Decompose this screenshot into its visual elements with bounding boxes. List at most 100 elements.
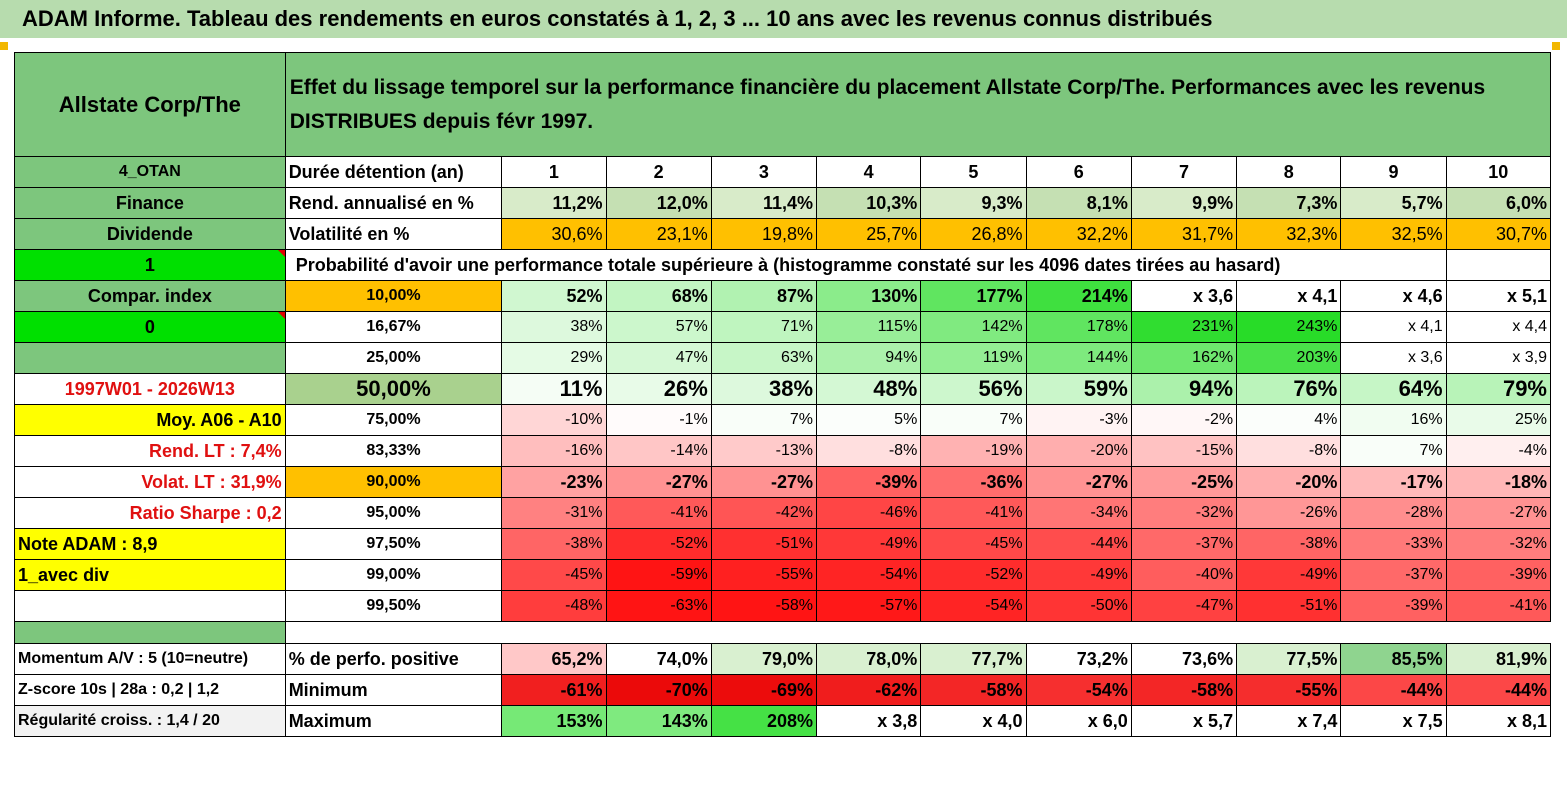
- performance-cell: -41%: [605, 497, 712, 529]
- performance-cell: -51%: [710, 528, 818, 560]
- volatility-value: 25,7%: [816, 218, 922, 250]
- performance-cell: x 4,1: [1340, 311, 1447, 343]
- performance-cell: 243%: [1236, 311, 1342, 343]
- probability-threshold: 95,00%: [284, 497, 503, 529]
- summary-row: Momentum A/V : 5 (10=neutre)% de perfo. …: [14, 643, 1552, 675]
- summary-row: Régularité croiss. : 1,4 / 20 Maximum 153%…: [14, 705, 1552, 737]
- summary-cell: -69%: [710, 674, 818, 706]
- performance-cell: -16%: [501, 435, 607, 467]
- performance-cell: -45%: [501, 559, 607, 591]
- performance-cell: -48%: [501, 590, 607, 622]
- side-label: 1_avec div: [14, 559, 286, 591]
- performance-cell: 11%: [501, 373, 607, 405]
- probability-threshold: 90,00%: [284, 466, 503, 498]
- performance-cell: -47%: [1130, 590, 1238, 622]
- row-label-vol: Volatilité en %: [284, 218, 503, 250]
- performance-cell: 94%: [816, 342, 922, 374]
- side-label: [14, 342, 286, 374]
- performance-cell: x 3,9: [1445, 342, 1552, 374]
- performance-cell: -38%: [1236, 528, 1342, 560]
- probability-threshold: 10,00%: [284, 280, 503, 312]
- performance-cell: 7%: [1340, 435, 1447, 467]
- performance-cell: -39%: [816, 466, 922, 498]
- summary-cell: 73,2%: [1025, 643, 1132, 675]
- probability-row: 25,00% 29% 47% 63% 94% 119% 144% 162% 203% x 3,6 x…: [14, 342, 1552, 374]
- performance-table: Allstate Corp/The Effet du lissage tempo…: [14, 52, 1552, 737]
- performance-cell: 177%: [920, 280, 1027, 312]
- year-header: 3: [710, 156, 818, 188]
- performance-cell: 52%: [501, 280, 607, 312]
- annualized-return: 6,0%: [1445, 187, 1552, 219]
- performance-cell: 7%: [710, 404, 818, 436]
- performance-cell: 63%: [710, 342, 818, 374]
- performance-cell: -27%: [1025, 466, 1132, 498]
- performance-cell: -28%: [1340, 497, 1447, 529]
- year-header: 8: [1236, 156, 1342, 188]
- probability-threshold: 99,50%: [284, 590, 503, 622]
- performance-cell: -37%: [1340, 559, 1447, 591]
- year-header: 7: [1130, 156, 1238, 188]
- probability-row: Volat. LT : 31,9% 90,00% -23% -27% -27% -39% -…: [14, 466, 1552, 498]
- performance-cell: 16%: [1340, 404, 1447, 436]
- performance-cell: -36%: [920, 466, 1027, 498]
- performance-cell: 64%: [1340, 373, 1447, 405]
- performance-cell: 38%: [501, 311, 607, 343]
- performance-cell: 115%: [816, 311, 922, 343]
- company-name: Allstate Corp/The: [14, 52, 286, 157]
- side-label: [14, 590, 286, 622]
- volatility-value: 23,1%: [605, 218, 712, 250]
- summary-cell: 77,5%: [1236, 643, 1342, 675]
- probability-row: Rend. LT : 7,4% 83,33% -16% -14% -13% -8% -19%…: [14, 435, 1552, 467]
- spacer-cell: [285, 622, 1550, 644]
- performance-cell: x 5,1: [1445, 280, 1552, 312]
- year-header: 1: [501, 156, 607, 188]
- volatility-value: 31,7%: [1130, 218, 1238, 250]
- performance-cell: 203%: [1236, 342, 1342, 374]
- probability-threshold: 16,67%: [284, 311, 503, 343]
- spacer-cell: [14, 621, 286, 644]
- summary-cell: x 8,1: [1445, 705, 1552, 737]
- summary-cell: -61%: [501, 674, 607, 706]
- performance-cell: -41%: [1445, 590, 1552, 622]
- summary-cell: 208%: [710, 705, 818, 737]
- side-label: 0: [14, 311, 286, 343]
- performance-cell: -32%: [1445, 528, 1552, 560]
- performance-cell: -58%: [710, 590, 818, 622]
- annualized-return: 11,4%: [710, 187, 818, 219]
- performance-cell: -52%: [605, 528, 712, 560]
- side-label: Ratio Sharpe : 0,2: [14, 497, 286, 529]
- performance-cell: -49%: [816, 528, 922, 560]
- performance-cell: -18%: [1445, 466, 1552, 498]
- summary-cell: -44%: [1340, 674, 1447, 706]
- performance-cell: 4%: [1236, 404, 1342, 436]
- performance-cell: x 3,6: [1340, 342, 1447, 374]
- probability-threshold: 75,00%: [284, 404, 503, 436]
- performance-cell: -27%: [605, 466, 712, 498]
- performance-cell: -49%: [1025, 559, 1132, 591]
- performance-cell: -34%: [1025, 497, 1132, 529]
- probability-threshold: 97,50%: [284, 528, 503, 560]
- performance-cell: 48%: [816, 373, 922, 405]
- annualized-return: 10,3%: [816, 187, 922, 219]
- probability-threshold: 83,33%: [284, 435, 503, 467]
- side-label: Rend. LT : 7,4%: [14, 435, 286, 467]
- probability-row: 1_avec div 99,00% -45% -59% -55% -54% -52% -49%…: [14, 559, 1552, 591]
- summary-cell: 153%: [501, 705, 607, 737]
- summary-cell: x 7,4: [1236, 705, 1342, 737]
- summary-cell: -55%: [1236, 674, 1342, 706]
- performance-cell: -57%: [816, 590, 922, 622]
- report-title: ADAM Informe. Tableau des rendements en …: [0, 0, 1567, 38]
- performance-cell: 144%: [1025, 342, 1132, 374]
- performance-cell: -46%: [816, 497, 922, 529]
- performance-cell: x 4,4: [1445, 311, 1552, 343]
- performance-cell: 79%: [1445, 373, 1552, 405]
- performance-cell: -40%: [1130, 559, 1238, 591]
- performance-cell: 94%: [1130, 373, 1238, 405]
- performance-cell: x 3,6: [1130, 280, 1238, 312]
- year-header: 4: [816, 156, 922, 188]
- summary-cell: -54%: [1025, 674, 1132, 706]
- side-label: Note ADAM : 8,9: [14, 528, 286, 560]
- performance-cell: -39%: [1340, 590, 1447, 622]
- annualized-return: 8,1%: [1025, 187, 1132, 219]
- volatility-value: 32,3%: [1236, 218, 1342, 250]
